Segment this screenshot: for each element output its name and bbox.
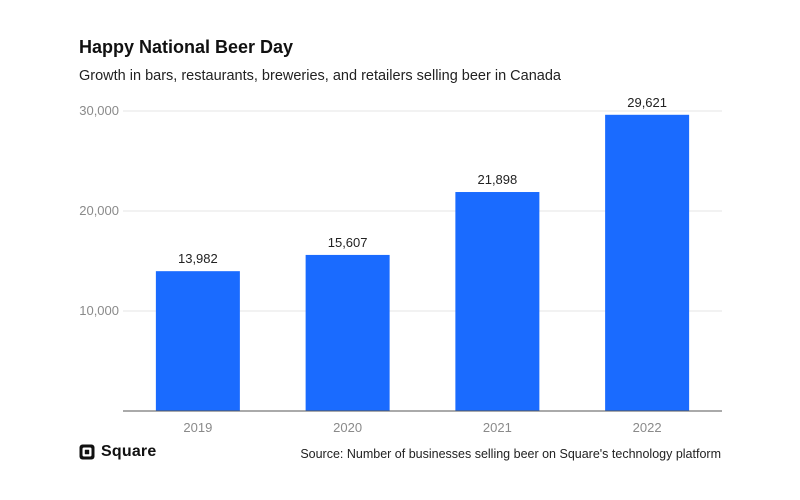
x-tick-label: 2019 bbox=[183, 420, 212, 435]
y-tick-label: 10,000 bbox=[79, 303, 119, 318]
chart-title: Happy National Beer Day bbox=[79, 37, 294, 57]
data-label: 29,621 bbox=[627, 95, 667, 110]
bar bbox=[305, 254, 390, 411]
bar bbox=[455, 192, 540, 411]
x-tick-label: 2021 bbox=[483, 420, 512, 435]
x-tick-label: 2020 bbox=[333, 420, 362, 435]
data-label: 13,982 bbox=[178, 251, 218, 266]
square-logo-icon bbox=[79, 444, 95, 460]
bar bbox=[605, 114, 690, 411]
source-note: Source: Number of businesses selling bee… bbox=[300, 447, 721, 461]
y-tick-label: 30,000 bbox=[79, 103, 119, 118]
y-tick-label: 20,000 bbox=[79, 203, 119, 218]
brand-name: Square bbox=[101, 443, 157, 460]
bar bbox=[155, 271, 240, 411]
x-tick-label: 2022 bbox=[633, 420, 662, 435]
brand-logo: Square bbox=[79, 443, 156, 461]
data-label: 15,607 bbox=[328, 235, 368, 250]
chart-subtitle: Growth in bars, restaurants, breweries, … bbox=[79, 68, 561, 84]
data-label: 21,898 bbox=[477, 172, 517, 187]
